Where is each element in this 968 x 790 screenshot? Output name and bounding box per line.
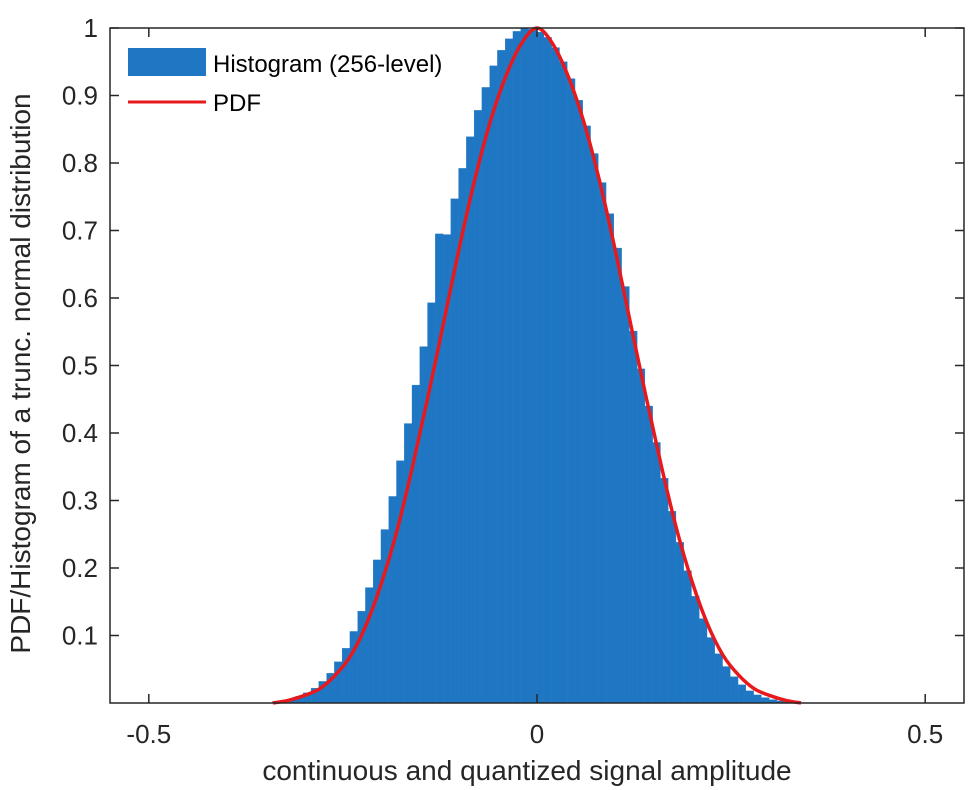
histogram-bar <box>536 31 545 704</box>
y-tick-label: 1 <box>84 13 98 43</box>
histogram-bar <box>675 542 684 704</box>
histogram-bar <box>551 47 560 704</box>
histogram-bar <box>683 570 692 704</box>
histogram-bar <box>652 442 661 704</box>
histogram-bar <box>745 690 754 704</box>
x-axis-ticks: -0.5 0 0.5 <box>126 28 943 749</box>
histogram-bar <box>613 247 622 704</box>
legend-pdf-label: PDF <box>213 90 261 117</box>
y-tick-label: 0.8 <box>62 148 98 178</box>
histogram-bar <box>574 100 583 704</box>
histogram-bar <box>404 423 413 704</box>
histogram-bar <box>567 78 576 704</box>
histogram-bar <box>722 666 731 704</box>
histogram-bar <box>380 529 389 704</box>
y-tick-label: 0.4 <box>62 418 98 448</box>
histogram-bar <box>505 38 514 704</box>
histogram-bar <box>629 330 638 704</box>
y-tick-label: 0.7 <box>62 216 98 246</box>
histogram-bar <box>637 368 646 704</box>
histogram-bar <box>737 684 746 704</box>
histogram-bar <box>365 587 374 704</box>
histogram-bar <box>761 697 770 704</box>
histogram-bar <box>559 61 568 704</box>
histogram-bar <box>373 559 382 704</box>
histogram-bar <box>543 37 552 704</box>
legend: Histogram (256-level) PDF <box>128 48 442 117</box>
histogram-bar <box>481 87 490 704</box>
histogram-bar <box>528 29 537 704</box>
histogram-bar <box>644 405 653 704</box>
y-tick-label: 0.9 <box>62 81 98 111</box>
histogram-bar <box>582 125 591 704</box>
histogram-bar <box>691 596 700 704</box>
histogram-bar <box>621 286 630 704</box>
histogram-bar <box>699 618 708 704</box>
histogram-bar <box>512 31 521 704</box>
histogram-bar <box>473 110 483 704</box>
histogram-bar <box>489 65 498 704</box>
histogram-bar <box>706 637 715 704</box>
x-axis-label: continuous and quantized signal amplitud… <box>262 755 791 786</box>
histogram-bar <box>497 50 506 704</box>
histogram-bar <box>388 496 397 704</box>
y-tick-label: 0.5 <box>62 351 98 381</box>
histogram-bar <box>598 182 607 704</box>
histogram-bar <box>396 460 405 704</box>
y-tick-label: 0.6 <box>62 283 98 313</box>
histogram-bar <box>753 694 762 704</box>
histogram-bar <box>520 27 529 704</box>
histogram-bar <box>730 676 739 704</box>
histogram-bars <box>272 27 801 704</box>
histogram-bar <box>590 153 599 704</box>
x-tick-label: 0 <box>530 719 544 749</box>
x-tick-label: -0.5 <box>126 719 171 749</box>
y-axis-ticks: 0.1 0.2 0.3 0.4 0.5 0.6 0.7 0.8 0.9 1 <box>62 13 964 651</box>
histogram-bar <box>466 136 475 704</box>
histogram-bar <box>435 233 444 704</box>
histogram-bar <box>660 478 669 704</box>
legend-histogram-label: Histogram (256-level) <box>213 51 442 78</box>
y-axis-label: PDF/Histogram of a trunc. normal distrib… <box>5 93 36 653</box>
histogram-bar <box>714 653 723 704</box>
histogram-bar <box>605 213 615 704</box>
legend-histogram-swatch <box>128 48 206 76</box>
histogram-bar <box>668 511 677 704</box>
y-tick-label: 0.3 <box>62 486 98 516</box>
x-tick-label: 0.5 <box>907 719 943 749</box>
y-tick-label: 0.2 <box>62 553 98 583</box>
y-tick-label: 0.1 <box>62 621 98 651</box>
